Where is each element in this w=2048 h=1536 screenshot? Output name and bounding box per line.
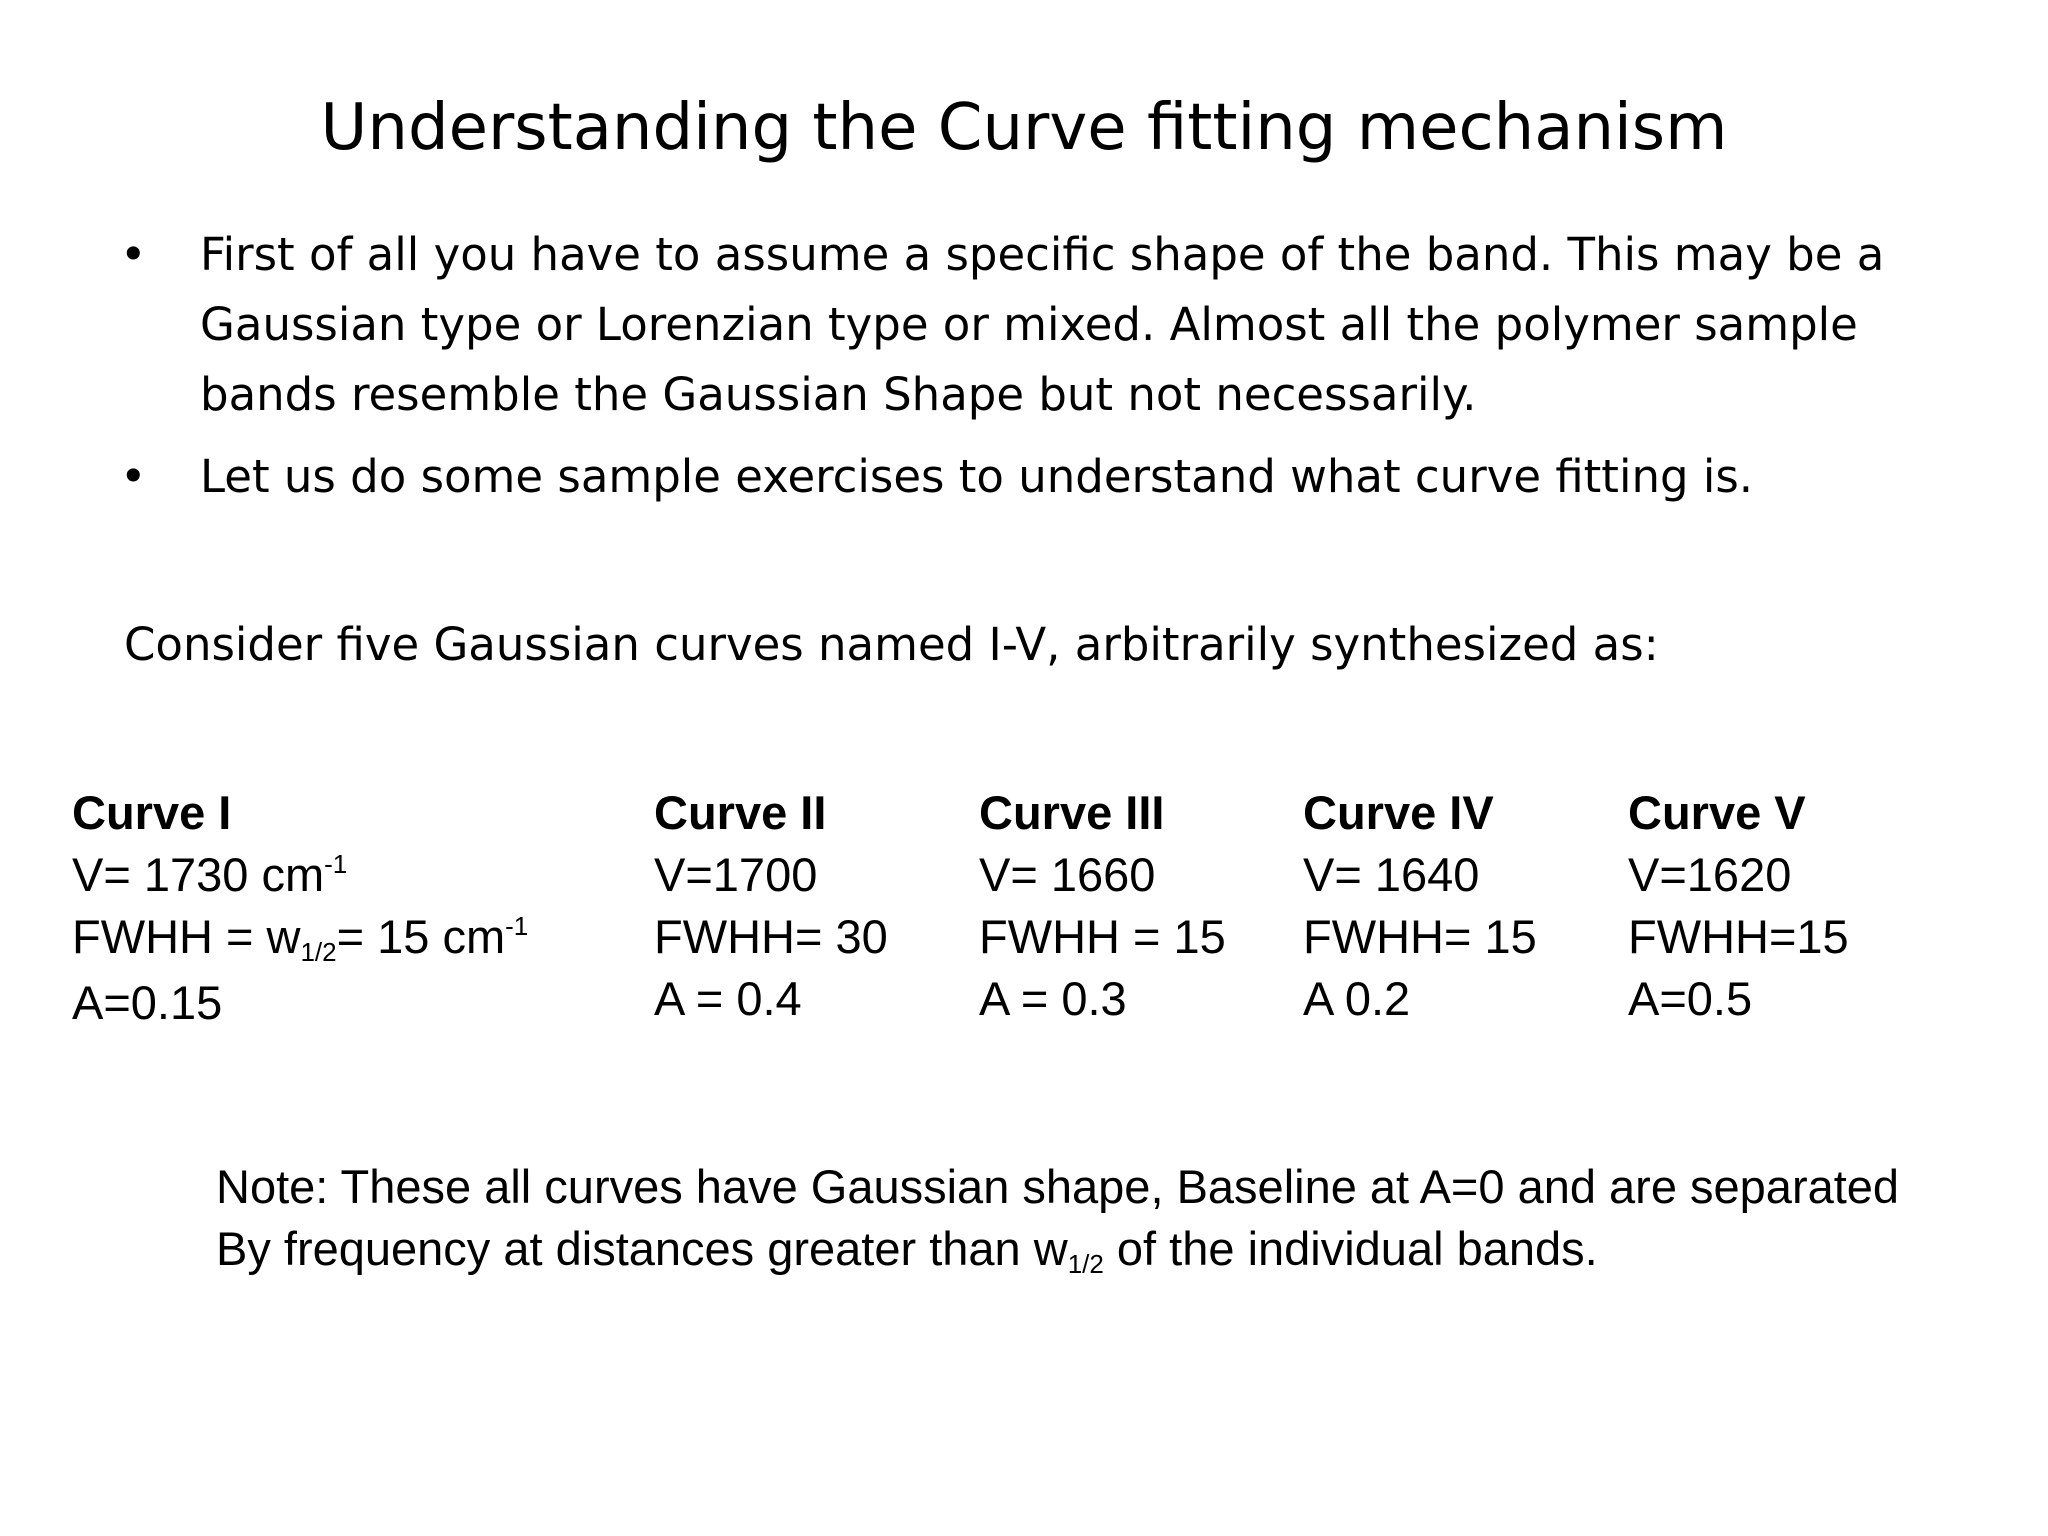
curve-name: Curve III <box>979 786 1165 839</box>
bullet-text: Let us do some sample exercises to under… <box>200 450 1754 503</box>
bullet-dot: • <box>120 228 147 281</box>
bullet-list: • First of all you have to assume a spec… <box>120 220 1980 524</box>
curve-name: Curve II <box>654 786 827 839</box>
curve-frequency: V= 1640 <box>1303 848 1480 901</box>
bullet-dot: • <box>120 450 147 503</box>
curve-absorbance: A=0.5 <box>1628 972 1753 1025</box>
curve-frequency: V= 1660 <box>979 848 1156 901</box>
curve-absorbance: A=0.15 <box>72 976 223 1029</box>
curve-block-1: Curve I V= 1730 cm-1 FWHH = w1/2= 15 cm-… <box>72 782 528 1034</box>
curve-frequency: V= 1730 cm-1 <box>72 848 348 901</box>
curve-block-5: Curve V V=1620 FWHH=15 A=0.5 <box>1628 782 1849 1030</box>
curve-absorbance: A = 0.3 <box>979 972 1127 1025</box>
curve-fwhh: FWHH = 15 <box>979 910 1226 963</box>
curve-frequency: V=1620 <box>1628 848 1792 901</box>
curve-block-3: Curve III V= 1660 FWHH = 15 A = 0.3 <box>979 782 1226 1030</box>
bullet-item: • Let us do some sample exercises to und… <box>120 442 1980 512</box>
note-text: Note: These all curves have Gaussian sha… <box>216 1156 1899 1280</box>
curve-name: Curve V <box>1628 786 1806 839</box>
curve-fwhh: FWHH= 15 <box>1303 910 1537 963</box>
note-line-1: Note: These all curves have Gaussian sha… <box>216 1160 1900 1213</box>
curve-absorbance: A = 0.4 <box>654 972 802 1025</box>
bullet-item: • First of all you have to assume a spec… <box>120 220 1980 430</box>
intro-text: Consider five Gaussian curves named I-V,… <box>124 618 1659 671</box>
bullet-text: First of all you have to assume a specif… <box>200 228 1885 421</box>
curve-name: Curve IV <box>1303 786 1494 839</box>
curve-fwhh: FWHH=15 <box>1628 910 1849 963</box>
curve-fwhh: FWHH= 30 <box>654 910 888 963</box>
curve-block-4: Curve IV V= 1640 FWHH= 15 A 0.2 <box>1303 782 1537 1030</box>
curve-block-2: Curve II V=1700 FWHH= 30 A = 0.4 <box>654 782 888 1030</box>
curve-absorbance: A 0.2 <box>1303 972 1411 1025</box>
curve-name: Curve I <box>72 786 232 839</box>
note-line-2: By frequency at distances greater than w… <box>216 1222 1598 1279</box>
slide-title: Understanding the Curve fitting mechanis… <box>320 91 1728 165</box>
curve-frequency: V=1700 <box>654 848 818 901</box>
curve-fwhh: FWHH = w1/2= 15 cm-1 <box>72 910 529 967</box>
